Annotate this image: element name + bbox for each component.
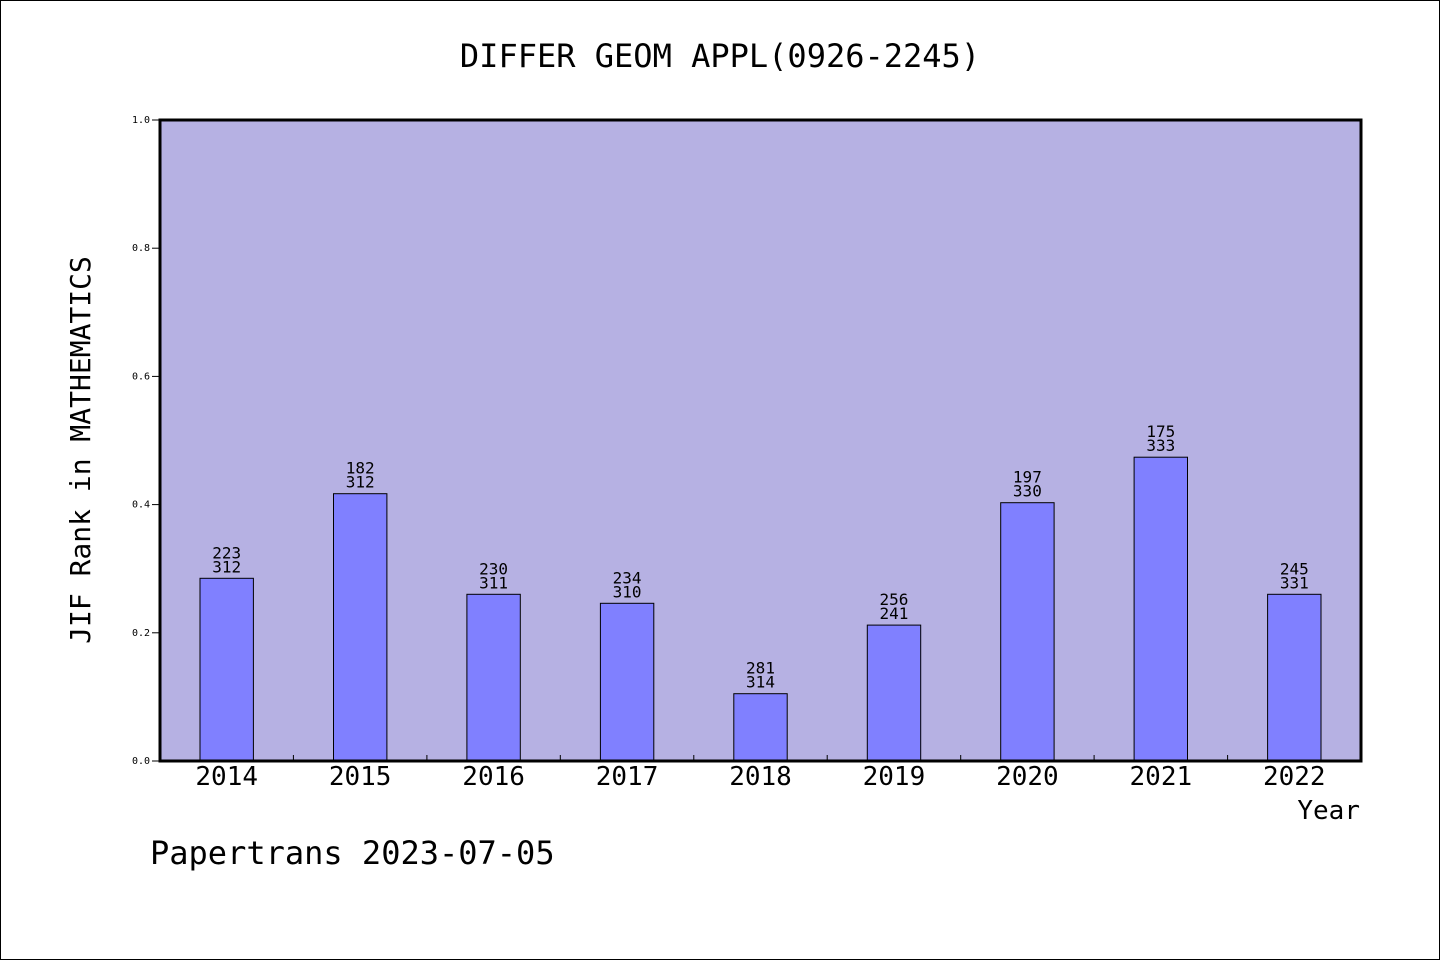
x-tick-label-2021: 2021	[1130, 762, 1193, 792]
bar-2021	[1133, 456, 1188, 762]
bar-2019	[866, 624, 922, 762]
x-tick-label-2019: 2019	[863, 762, 926, 792]
y-axis-ticks: 0.0 0.2 0.4 0.6 0.8 1.0	[132, 115, 160, 767]
y-tick-label: 0.2	[132, 628, 150, 639]
bar-label-bottom-2022: 331	[1280, 573, 1309, 592]
y-tick-label: 0.0	[132, 756, 150, 767]
bar-label-bottom-2021: 333	[1146, 436, 1175, 455]
bar-label-top-2020: 197	[1013, 468, 1042, 487]
bar-label-top-2015: 182	[346, 459, 375, 478]
bar-label-top-2018: 281	[746, 659, 775, 678]
x-tick-label-2020: 2020	[996, 762, 1059, 792]
y-tick-label: 0.4	[132, 500, 150, 511]
bar-label-bottom-2017: 310	[613, 582, 642, 601]
bar-label-top-2016: 230	[479, 559, 508, 578]
y-axis-label: JIF Rank in MATHEMATICS	[64, 256, 97, 644]
bar-label-top-2019: 256	[879, 590, 908, 609]
y-tick-label: 0.6	[132, 371, 150, 382]
footer-text: Papertrans 2023-07-05	[150, 834, 555, 872]
bar-label-top-2021: 175	[1146, 422, 1175, 441]
plot-border	[158, 118, 1363, 763]
x-tick-label-2017: 2017	[596, 762, 659, 792]
bar-label-top-2014: 223	[212, 543, 241, 562]
bar-label-bottom-2018: 314	[746, 673, 775, 692]
bar-label-bottom-2019: 241	[879, 604, 908, 623]
x-tick-label-2022: 2022	[1263, 762, 1326, 792]
x-tick-label-2016: 2016	[462, 762, 525, 792]
bar-2014	[199, 577, 254, 762]
x-axis-label: Year	[1297, 796, 1360, 826]
bar-label-bottom-2016: 311	[479, 573, 508, 592]
x-tick-label-2015: 2015	[329, 762, 392, 792]
chart-title: DIFFER GEOM APPL(0926-2245)	[460, 37, 980, 75]
bar-label-bottom-2014: 312	[212, 557, 241, 576]
x-axis-ticks: 2014 2015 2016 2017 2018 2019 2020 2021 2022	[195, 755, 1326, 792]
x-tick-label-2014: 2014	[195, 762, 258, 792]
y-tick-label: 1.0	[132, 115, 150, 126]
bar-2015	[333, 493, 388, 762]
y-tick-label: 0.8	[132, 243, 150, 254]
bar-label-bottom-2015: 312	[346, 473, 375, 492]
bars-group	[199, 456, 1322, 762]
bar-2017	[599, 602, 655, 762]
bar-2016	[466, 593, 521, 762]
bar-label-top-2022: 245	[1280, 559, 1309, 578]
bar-2022	[1267, 593, 1322, 762]
bar-label-top-2017: 234	[613, 568, 642, 587]
bar-label-bottom-2020: 330	[1013, 482, 1042, 501]
bar-2020	[1000, 502, 1055, 762]
x-tick-label-2018: 2018	[729, 762, 792, 792]
bar-2018	[733, 693, 788, 762]
